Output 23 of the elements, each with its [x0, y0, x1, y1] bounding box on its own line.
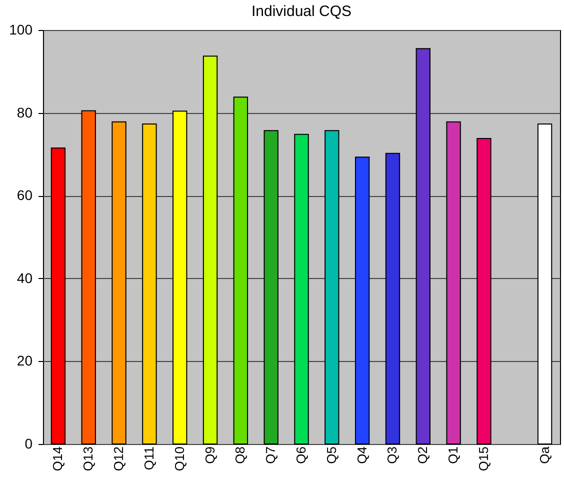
x-tick-label: Q12	[111, 446, 126, 472]
y-tick-label: 40	[16, 270, 33, 286]
x-tick-label: Q6	[294, 446, 308, 464]
x-tick-label: Q4	[354, 446, 370, 464]
x-tick-label: Q7	[263, 446, 278, 464]
x-tick-label: Q1	[446, 446, 461, 464]
x-tick-label: Q14	[50, 446, 66, 472]
x-tick-label: Q13	[80, 446, 96, 472]
x-tick-label: Q2	[415, 446, 430, 464]
x-tick-label: Q8	[232, 446, 248, 464]
x-tick-label: Q11	[141, 446, 156, 470]
x-tick-label: Q5	[324, 446, 339, 464]
x-tick-label: Q10	[172, 446, 187, 472]
x-tick-label: Q3	[384, 446, 400, 464]
chart-title: Individual CQS	[251, 3, 352, 20]
x-tick-label: Qa	[536, 446, 552, 464]
x-tick-label: Q9	[202, 446, 218, 464]
y-tick-label: 80	[16, 104, 33, 120]
y-tick-label: 60	[16, 187, 33, 204]
y-tick-label: 100	[9, 22, 33, 38]
x-tick-label: Q15	[476, 446, 491, 472]
y-tick-label: 0	[24, 436, 33, 452]
y-tick-label: 20	[16, 352, 33, 369]
